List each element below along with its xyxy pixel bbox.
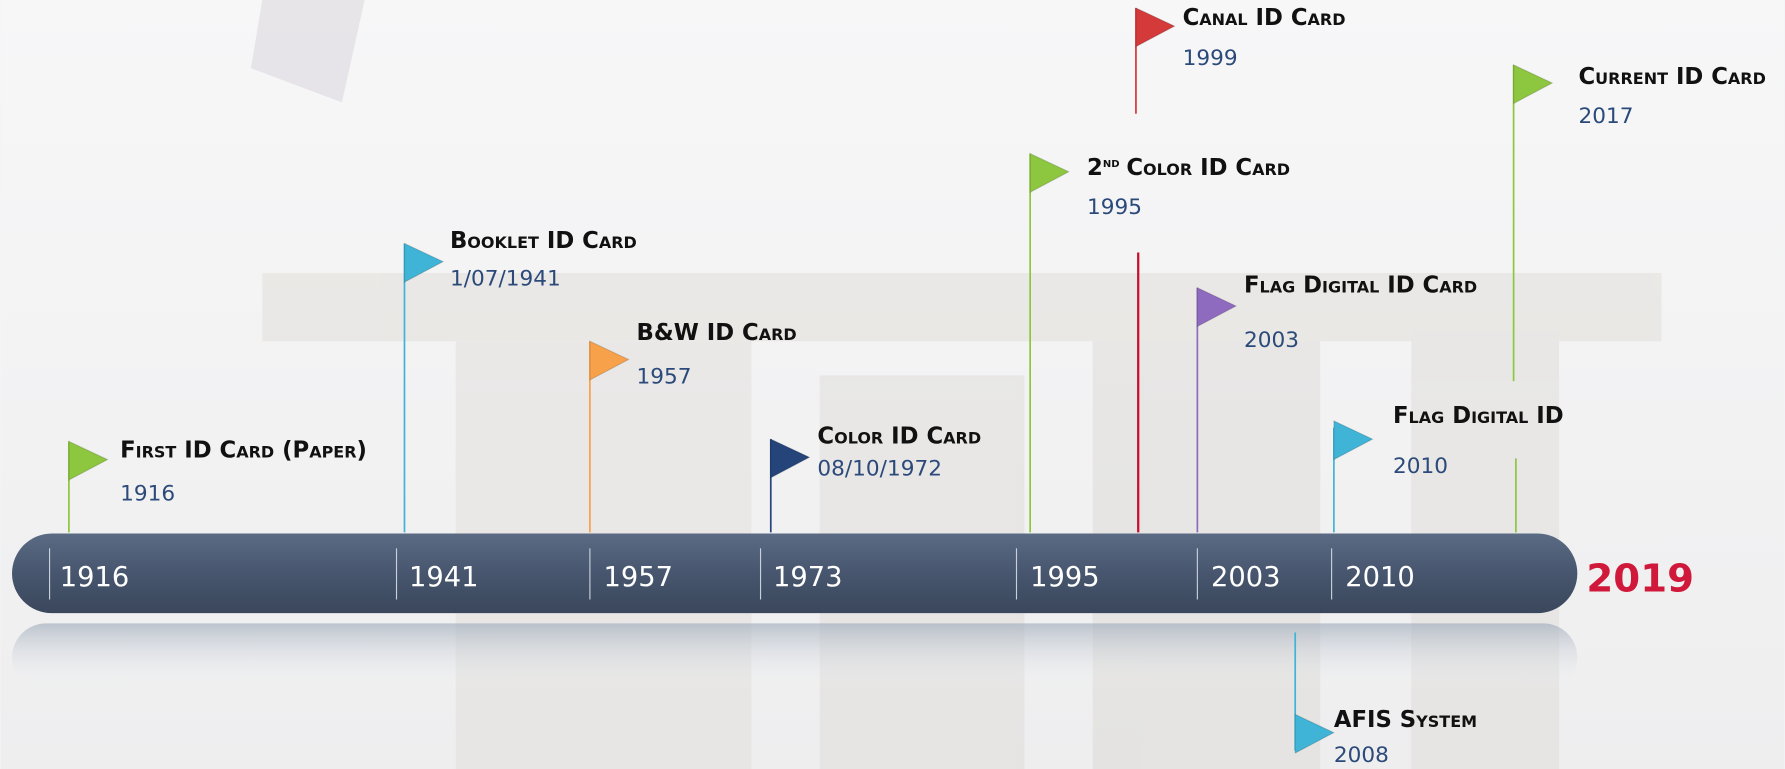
title-text: AFIS System (1334, 707, 1477, 733)
milestone-title: First ID Card (Paper) (120, 437, 367, 463)
milestone-date: 2003 (1244, 328, 1299, 353)
milestone-date: 08/10/1972 (817, 457, 942, 482)
year-label: 1995 (1030, 562, 1099, 593)
timeline-diagram: 1916 1941 1957 1973 1995 2003 2010 2019 First ID… (0, 0, 1785, 769)
end-year: 2019 (1586, 557, 1694, 602)
milestone-date: 1916 (120, 482, 175, 507)
milestone-title: B&W ID Card (637, 320, 797, 346)
title-text: First ID Card (Paper) (120, 437, 367, 463)
title-text: Flag Digital ID Card (1244, 272, 1477, 298)
milestone-title: Booklet ID Card (450, 228, 637, 254)
year-label: 1941 (409, 562, 478, 593)
milestone-title: AFIS System (1334, 707, 1477, 733)
milestone-date: 2010 (1393, 454, 1448, 479)
title-text: Canal ID Card (1183, 5, 1346, 31)
bar-reflection (12, 623, 1577, 691)
milestone-date: 1/07/1941 (450, 267, 561, 292)
year-label: 1916 (60, 562, 129, 593)
page: { "timeline": { "years": ["1916", "1941"… (0, 0, 1785, 769)
milestone-title: Canal ID Card (1183, 5, 1346, 31)
title-text: Booklet ID Card (450, 228, 637, 254)
year-label: 1973 (773, 562, 842, 593)
milestone-date: 1999 (1183, 46, 1238, 71)
milestone-title: Flag Digital ID (1393, 403, 1564, 429)
year-label: 2003 (1211, 562, 1280, 593)
milestone-date: 2008 (1334, 743, 1389, 768)
title-space: Color ID Card (1126, 155, 1290, 181)
year-label: 1957 (604, 562, 673, 593)
milestone-date: 2017 (1578, 104, 1633, 129)
year-label: 2010 (1345, 562, 1414, 593)
milestone-date: 1995 (1087, 195, 1142, 220)
milestone-title: Current ID Card (1578, 64, 1765, 90)
title-ordinal: 2 (1087, 155, 1103, 181)
title-text: Current ID Card (1578, 64, 1765, 90)
title-text: Flag Digital ID (1393, 403, 1564, 429)
title-ordinal-suffix: nd (1103, 154, 1120, 171)
title-text: Color ID Card (817, 424, 981, 450)
milestone-title: Color ID Card (817, 424, 981, 450)
title-text: B&W ID Card (637, 320, 797, 346)
milestone-date: 1957 (637, 364, 692, 389)
milestone-title: Flag Digital ID Card (1244, 272, 1477, 298)
